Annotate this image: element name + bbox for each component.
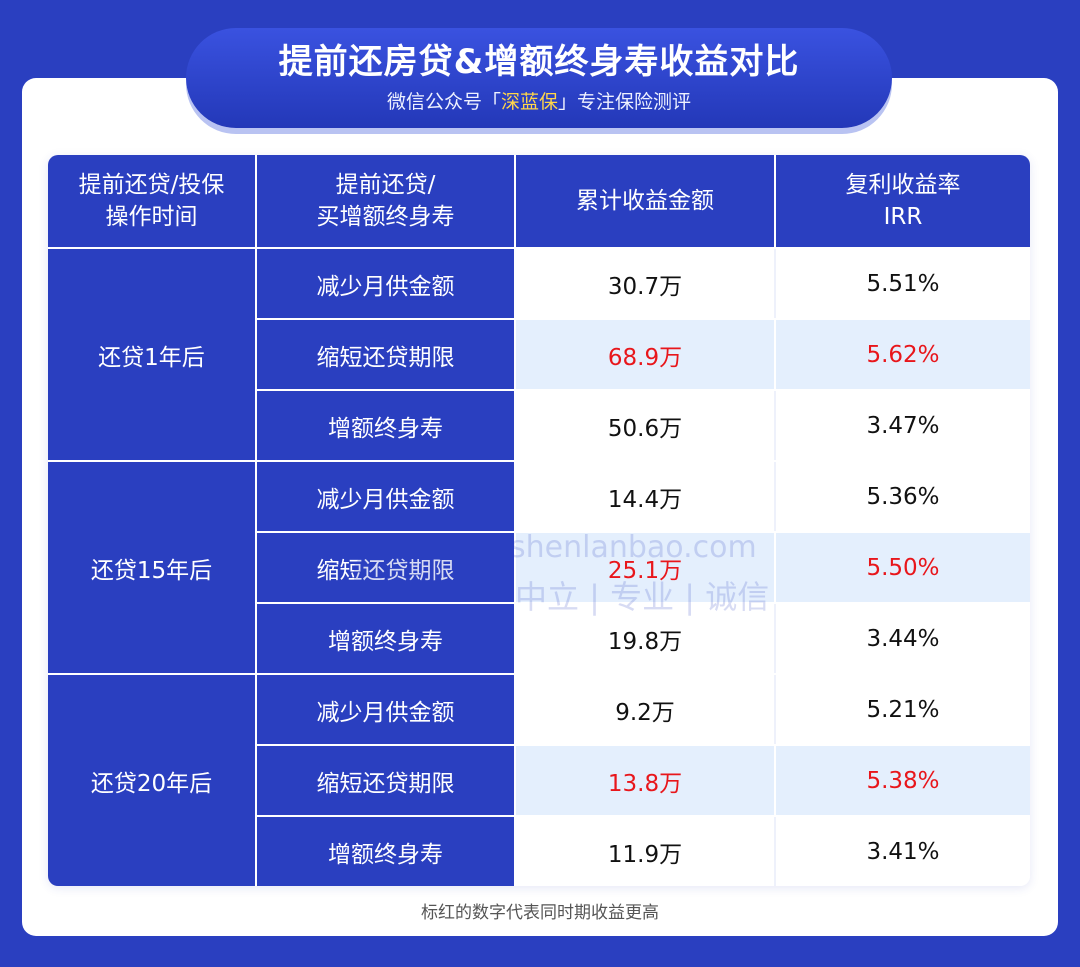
table-row: 还贷15年后 减少月供金额 14.4万 5.36% bbox=[48, 461, 1030, 675]
group-label: 还贷1年后 bbox=[48, 248, 257, 462]
operation-cell: 减少月供金额 bbox=[256, 248, 516, 320]
operation-cell: 增额终身寿 bbox=[256, 390, 516, 462]
operation-cell: 减少月供金额 bbox=[256, 674, 516, 746]
table-header-row: 提前还贷/投保 操作时间 提前还贷/买增额终身寿 累计收益金额 复利收益率 IRR bbox=[48, 155, 1030, 249]
amount-cell: 50.6万 bbox=[515, 390, 776, 462]
irr-cell: 5.21% bbox=[775, 674, 1030, 746]
brand-name: 深蓝保 bbox=[500, 91, 558, 113]
irr-cell: 5.51% bbox=[775, 248, 1030, 320]
header-amount: 累计收益金额 bbox=[515, 155, 776, 249]
header-operation: 提前还贷/买增额终身寿 bbox=[256, 155, 516, 249]
title-banner: 提前还房贷&增额终身寿收益对比 微信公众号「深蓝保」专注保险测评 bbox=[186, 28, 892, 128]
subtitle-prefix: 微信公众号「 bbox=[386, 91, 501, 113]
table-row-highlighted: 缩短还贷期限 25.1万 5.50% bbox=[48, 532, 1030, 604]
amount-cell: 30.7万 bbox=[515, 248, 776, 320]
irr-cell: 5.38% bbox=[775, 745, 1030, 817]
amount-cell: 9.2万 bbox=[515, 674, 776, 746]
group-label: 还贷15年后 bbox=[48, 461, 257, 675]
group-label: 还贷20年后 bbox=[48, 674, 257, 886]
operation-cell: 缩短还贷期限 bbox=[256, 532, 516, 604]
table-row: 增额终身寿 19.8万 3.44% bbox=[48, 603, 1030, 675]
operation-cell: 增额终身寿 bbox=[256, 603, 516, 675]
amount-cell: 19.8万 bbox=[515, 603, 776, 675]
amount-cell: 11.9万 bbox=[515, 816, 776, 886]
page-title: 提前还房贷&增额终身寿收益对比 bbox=[278, 42, 800, 82]
amount-cell: 25.1万 bbox=[515, 532, 776, 604]
amount-cell: 13.8万 bbox=[515, 745, 776, 817]
irr-cell: 3.41% bbox=[775, 816, 1030, 886]
subtitle-suffix: 」专注保险测评 bbox=[558, 91, 692, 113]
irr-cell: 5.36% bbox=[775, 461, 1030, 533]
irr-cell: 5.62% bbox=[775, 319, 1030, 391]
page-subtitle: 微信公众号「深蓝保」专注保险测评 bbox=[186, 90, 892, 114]
amount-cell: 68.9万 bbox=[515, 319, 776, 391]
footnote: 标红的数字代表同时期收益更高 bbox=[421, 903, 659, 923]
operation-cell: 减少月供金额 bbox=[256, 461, 516, 533]
irr-cell: 3.47% bbox=[775, 390, 1030, 462]
table-row-highlighted: 缩短还贷期限 13.8万 5.38% bbox=[48, 745, 1030, 817]
irr-cell: 3.44% bbox=[775, 603, 1030, 675]
irr-cell: 5.50% bbox=[775, 532, 1030, 604]
operation-cell: 缩短还贷期限 bbox=[256, 745, 516, 817]
table-row: 增额终身寿 11.9万 3.41% bbox=[48, 816, 1030, 886]
amount-cell: 14.4万 bbox=[515, 461, 776, 533]
table-row: 还贷1年后 减少月供金额 30.7万 5.51% bbox=[48, 248, 1030, 462]
operation-cell: 增额终身寿 bbox=[256, 816, 516, 886]
operation-cell: 缩短还贷期限 bbox=[256, 319, 516, 391]
comparison-table: 提前还贷/投保 操作时间 提前还贷/买增额终身寿 累计收益金额 复利收益率 IRR … bbox=[48, 155, 1030, 886]
header-time: 提前还贷/投保 操作时间 bbox=[48, 155, 257, 249]
header-irr: 复利收益率 IRR bbox=[775, 155, 1030, 249]
table-row-highlighted: 缩短还贷期限 68.9万 5.62% bbox=[48, 319, 1030, 391]
table-row: 增额终身寿 50.6万 3.47% bbox=[48, 390, 1030, 462]
table-row: 还贷20年后 减少月供金额 9.2万 5.21% bbox=[48, 674, 1030, 886]
